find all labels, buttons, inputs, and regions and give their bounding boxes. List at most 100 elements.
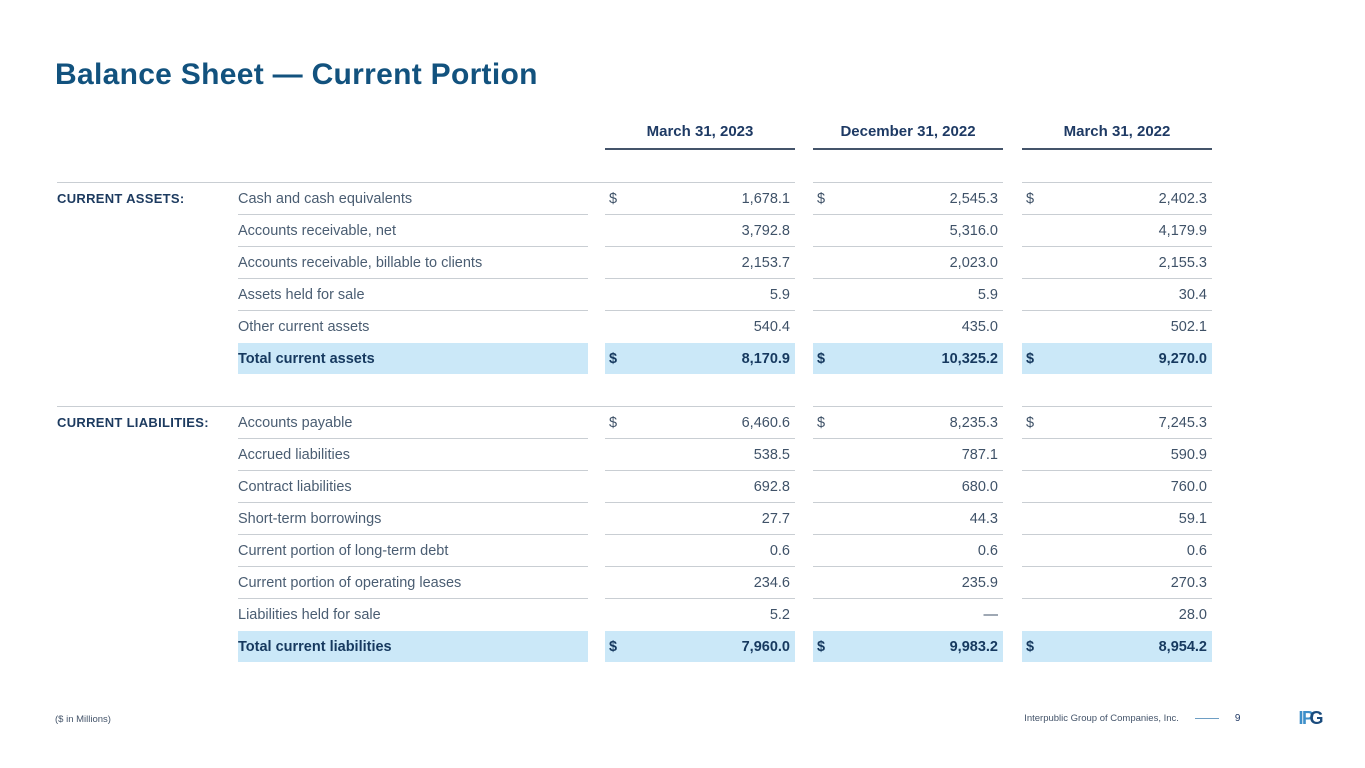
value-cell: 2,155.3 — [1022, 246, 1212, 278]
footer-divider-line — [1194, 717, 1219, 719]
column-gap — [795, 566, 813, 598]
value-cell: 27.7 — [605, 502, 795, 534]
value-number: 235.9 — [961, 574, 998, 591]
value-number: 540.4 — [753, 318, 790, 335]
value-number: 8,170.9 — [741, 350, 790, 367]
column-gap — [1003, 343, 1022, 374]
value-cell: 270.3 — [1022, 566, 1212, 598]
row-label: Current portion of long-term debt — [238, 534, 588, 566]
value-number: 8,235.3 — [949, 414, 998, 431]
column-gap — [795, 534, 813, 566]
value-number: 8,954.2 — [1158, 638, 1207, 655]
section-label — [57, 502, 238, 534]
value-cell: 235.9 — [813, 566, 1003, 598]
table-row: Accounts receivable, billable to clients… — [57, 246, 1212, 278]
column-header-march-2022: March 31, 2022 — [1022, 123, 1212, 150]
table-row: CURRENT LIABILITIES: Accounts payable $6,4… — [57, 406, 1212, 438]
column-gap — [795, 438, 813, 470]
column-gap — [795, 182, 813, 214]
value-cell: 0.6 — [813, 534, 1003, 566]
row-label: Short-term borrowings — [238, 502, 588, 534]
row-label: Total current assets — [238, 343, 588, 374]
column-gap — [1003, 470, 1022, 502]
value-number: 502.1 — [1170, 318, 1207, 335]
column-gap — [1003, 438, 1022, 470]
table-row: Short-term borrowings 27.7 44.3 59.1 — [57, 502, 1212, 534]
value-cell: 4,179.9 — [1022, 214, 1212, 246]
value-number: 680.0 — [961, 478, 998, 495]
column-gap — [588, 214, 605, 246]
value-cell: 0.6 — [1022, 534, 1212, 566]
column-gap — [588, 246, 605, 278]
column-gap — [1003, 214, 1022, 246]
column-gap — [1003, 246, 1022, 278]
value-number: 59.1 — [1178, 510, 1207, 527]
column-gap — [1003, 566, 1022, 598]
column-header-march-2023: March 31, 2023 — [605, 123, 795, 150]
table-row: Assets held for sale 5.9 5.9 30.4 — [57, 278, 1212, 310]
value-number: 0.6 — [1186, 542, 1207, 559]
value-number: 9,983.2 — [949, 638, 998, 655]
column-gap — [1003, 631, 1022, 662]
table-row: Other current assets 540.4 435.0 502.1 — [57, 310, 1212, 342]
value-number: 7,960.0 — [741, 638, 790, 655]
table-row: Current portion of long-term debt 0.6 0.6 0… — [57, 534, 1212, 566]
value-cell: $1,678.1 — [605, 182, 795, 214]
balance-sheet-section: CURRENT ASSETS: Cash and cash equivalents… — [57, 182, 1212, 374]
dollar-sign: $ — [1026, 638, 1035, 655]
column-gap — [795, 343, 813, 374]
column-gap — [1003, 534, 1022, 566]
value-cell: $9,270.0 — [1022, 343, 1212, 374]
value-cell: 760.0 — [1022, 470, 1212, 502]
units-footnote: ($ in Millions) — [55, 714, 111, 725]
value-number: 2,155.3 — [1158, 254, 1207, 271]
slide-footer: Interpublic Group of Companies, Inc. 9 I… — [1024, 708, 1323, 728]
value-number: 5.9 — [977, 286, 998, 303]
value-cell: 540.4 — [605, 310, 795, 342]
row-label: Accounts receivable, net — [238, 214, 588, 246]
column-gap — [588, 406, 605, 438]
column-gap — [795, 246, 813, 278]
value-cell: $10,325.2 — [813, 343, 1003, 374]
value-cell: 5.9 — [605, 278, 795, 310]
row-label: Accounts receivable, billable to clients — [238, 246, 588, 278]
dollar-sign: $ — [817, 414, 826, 431]
value-cell: $2,402.3 — [1022, 182, 1212, 214]
value-cell: 59.1 — [1022, 502, 1212, 534]
row-label: Other current assets — [238, 310, 588, 342]
value-cell: 0.6 — [605, 534, 795, 566]
value-cell: 28.0 — [1022, 598, 1212, 630]
value-number: — — [983, 606, 999, 623]
column-gap — [1003, 502, 1022, 534]
value-cell: 787.1 — [813, 438, 1003, 470]
section-label: CURRENT LIABILITIES: — [57, 406, 238, 438]
value-cell: 2,153.7 — [605, 246, 795, 278]
value-cell: $7,960.0 — [605, 631, 795, 662]
value-number: 27.7 — [761, 510, 790, 527]
value-number: 44.3 — [969, 510, 998, 527]
value-cell: 30.4 — [1022, 278, 1212, 310]
dollar-sign: $ — [609, 638, 618, 655]
column-gap — [1003, 406, 1022, 438]
column-gap — [795, 470, 813, 502]
column-gap — [588, 310, 605, 342]
column-header-december-2022: December 31, 2022 — [813, 123, 1003, 150]
row-label: Accounts payable — [238, 406, 588, 438]
table-row: Contract liabilities 692.8 680.0 760.0 — [57, 470, 1212, 502]
value-number: 538.5 — [753, 446, 790, 463]
table-row: Accounts receivable, net 3,792.8 5,316.0 4,… — [57, 214, 1212, 246]
section-label — [57, 343, 238, 374]
value-cell: $8,954.2 — [1022, 631, 1212, 662]
value-cell: 5.9 — [813, 278, 1003, 310]
value-cell: $8,170.9 — [605, 343, 795, 374]
page-title: Balance Sheet — Current Portion — [55, 58, 538, 91]
value-cell: 692.8 — [605, 470, 795, 502]
value-number: 10,325.2 — [941, 350, 998, 367]
column-gap — [588, 182, 605, 214]
value-cell: 590.9 — [1022, 438, 1212, 470]
section-label — [57, 310, 238, 342]
dollar-sign: $ — [1026, 414, 1035, 431]
section-label: CURRENT ASSETS: — [57, 182, 238, 214]
value-cell: $9,983.2 — [813, 631, 1003, 662]
column-gap — [795, 598, 813, 630]
